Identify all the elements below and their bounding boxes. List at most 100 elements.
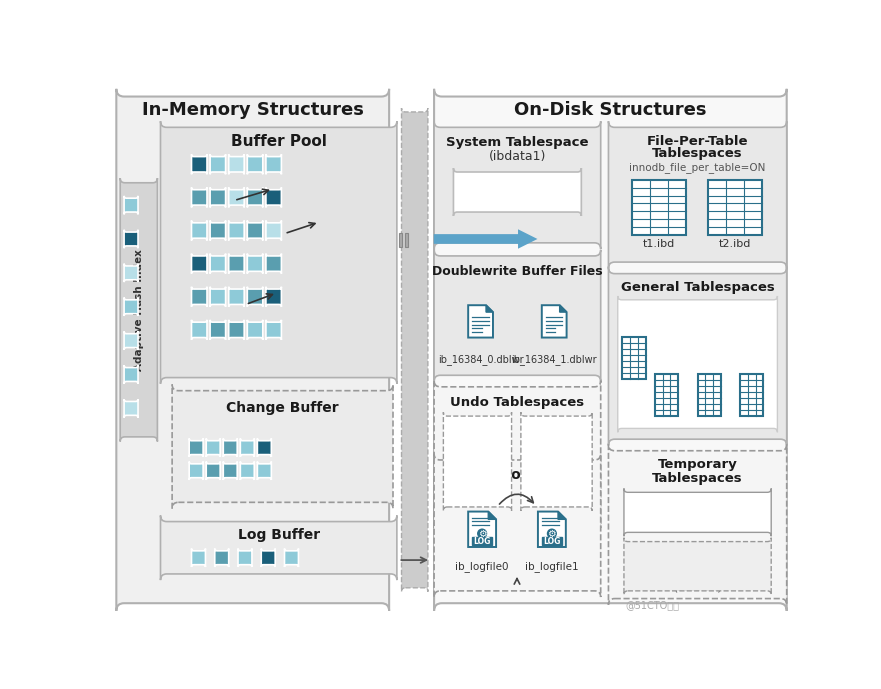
Polygon shape <box>468 511 496 547</box>
Text: ibtmp1: ibtmp1 <box>677 504 717 513</box>
FancyBboxPatch shape <box>285 548 299 567</box>
FancyBboxPatch shape <box>229 320 244 340</box>
FancyBboxPatch shape <box>191 320 207 340</box>
FancyBboxPatch shape <box>189 462 204 480</box>
Text: undo_002: undo_002 <box>452 444 503 455</box>
FancyBboxPatch shape <box>434 121 601 249</box>
Text: LOG: LOG <box>544 537 560 546</box>
Text: undo_004.ibu: undo_004.ibu <box>522 444 592 455</box>
FancyBboxPatch shape <box>266 254 281 274</box>
Text: undo_001: undo_001 <box>452 426 503 437</box>
FancyBboxPatch shape <box>609 444 787 605</box>
Polygon shape <box>559 305 566 312</box>
FancyBboxPatch shape <box>124 365 138 384</box>
Text: Log Buffer: Log Buffer <box>238 528 320 542</box>
Text: @51CTO博客: @51CTO博客 <box>626 599 679 610</box>
FancyBboxPatch shape <box>248 320 263 340</box>
Text: Redo Log: Redo Log <box>481 469 554 482</box>
FancyBboxPatch shape <box>262 548 275 567</box>
Text: On-Disk Structures: On-Disk Structures <box>514 101 707 119</box>
Polygon shape <box>486 305 493 312</box>
Text: t3: t3 <box>643 322 654 333</box>
Text: ib_logfile1: ib_logfile1 <box>525 561 579 572</box>
Text: Change Buffer: Change Buffer <box>226 400 339 415</box>
Text: Temporary: Temporary <box>658 458 737 471</box>
FancyBboxPatch shape <box>210 320 226 340</box>
FancyBboxPatch shape <box>160 515 396 580</box>
FancyBboxPatch shape <box>521 412 592 511</box>
Text: In-Memory Structures: In-Memory Structures <box>142 101 364 119</box>
Text: t8: t8 <box>714 360 725 369</box>
FancyBboxPatch shape <box>210 220 226 240</box>
FancyBboxPatch shape <box>248 187 263 207</box>
FancyBboxPatch shape <box>210 287 226 307</box>
Polygon shape <box>542 305 566 338</box>
Text: Change Buffer: Change Buffer <box>472 188 563 200</box>
FancyBboxPatch shape <box>266 154 281 174</box>
Circle shape <box>545 528 558 539</box>
FancyBboxPatch shape <box>434 380 601 528</box>
FancyBboxPatch shape <box>191 548 205 567</box>
Text: Adaptive Hash Index: Adaptive Hash Index <box>134 249 144 371</box>
Text: ts2.ibd: ts2.ibd <box>706 346 744 356</box>
Bar <box>707 180 762 235</box>
Text: General Tablespaces: General Tablespaces <box>621 281 774 294</box>
FancyBboxPatch shape <box>191 287 207 307</box>
FancyBboxPatch shape <box>443 412 512 511</box>
FancyBboxPatch shape <box>124 229 138 248</box>
Text: t5: t5 <box>733 322 744 333</box>
FancyBboxPatch shape <box>124 264 138 282</box>
Text: temp_3.ibt: temp_3.ibt <box>669 570 727 582</box>
Text: ib_16384_0.dblwr: ib_16384_0.dblwr <box>438 354 523 365</box>
FancyBboxPatch shape <box>454 168 581 216</box>
Text: Undo Tablespaces: Undo Tablespaces <box>450 395 584 409</box>
FancyBboxPatch shape <box>266 187 281 207</box>
FancyBboxPatch shape <box>229 254 244 274</box>
FancyBboxPatch shape <box>124 196 138 214</box>
Text: Tablespaces: Tablespaces <box>652 147 743 160</box>
FancyBboxPatch shape <box>229 220 244 240</box>
FancyBboxPatch shape <box>248 287 263 307</box>
Text: t1.ibd: t1.ibd <box>643 239 675 249</box>
Text: innodb_file_per_table=ON: innodb_file_per_table=ON <box>629 162 766 173</box>
FancyBboxPatch shape <box>402 108 428 592</box>
Text: (system): (system) <box>455 463 500 473</box>
Text: (user-defined): (user-defined) <box>522 463 591 473</box>
FancyBboxPatch shape <box>215 548 229 567</box>
Text: Buffer Pool: Buffer Pool <box>231 134 327 149</box>
Text: ⚙: ⚙ <box>478 528 486 539</box>
Text: LOG: LOG <box>473 537 491 546</box>
Text: (session): (session) <box>673 583 722 593</box>
Bar <box>740 373 764 416</box>
Text: O_DIRECT: O_DIRECT <box>453 224 517 237</box>
Text: t8: t8 <box>669 360 680 369</box>
FancyBboxPatch shape <box>248 220 263 240</box>
FancyBboxPatch shape <box>257 462 271 480</box>
Text: System Tablespace: System Tablespace <box>446 136 589 150</box>
FancyBboxPatch shape <box>434 454 601 597</box>
FancyBboxPatch shape <box>241 462 255 480</box>
Text: ib_16384_1.dblwr: ib_16384_1.dblwr <box>511 354 597 365</box>
Polygon shape <box>488 511 496 520</box>
Bar <box>655 373 678 416</box>
FancyBboxPatch shape <box>124 399 138 418</box>
FancyBboxPatch shape <box>229 287 244 307</box>
Text: Tablespaces: Tablespaces <box>652 472 743 485</box>
Bar <box>399 233 403 247</box>
Text: (global): (global) <box>677 517 719 527</box>
Text: Doublewrite Buffer Files: Doublewrite Buffer Files <box>432 265 603 278</box>
Text: undo_003.ibu: undo_003.ibu <box>522 426 592 437</box>
Text: temp_1.ibt: temp_1.ibt <box>669 548 727 559</box>
Text: t4: t4 <box>688 322 700 333</box>
FancyBboxPatch shape <box>248 254 263 274</box>
Text: t8: t8 <box>759 360 770 369</box>
FancyBboxPatch shape <box>191 254 207 274</box>
Bar <box>542 537 562 545</box>
FancyBboxPatch shape <box>210 254 226 274</box>
Text: (ibdata1): (ibdata1) <box>489 150 546 163</box>
FancyBboxPatch shape <box>618 296 777 432</box>
Text: ib_logfile0: ib_logfile0 <box>455 561 509 572</box>
Polygon shape <box>558 511 566 520</box>
FancyBboxPatch shape <box>624 537 771 595</box>
FancyBboxPatch shape <box>223 462 237 480</box>
